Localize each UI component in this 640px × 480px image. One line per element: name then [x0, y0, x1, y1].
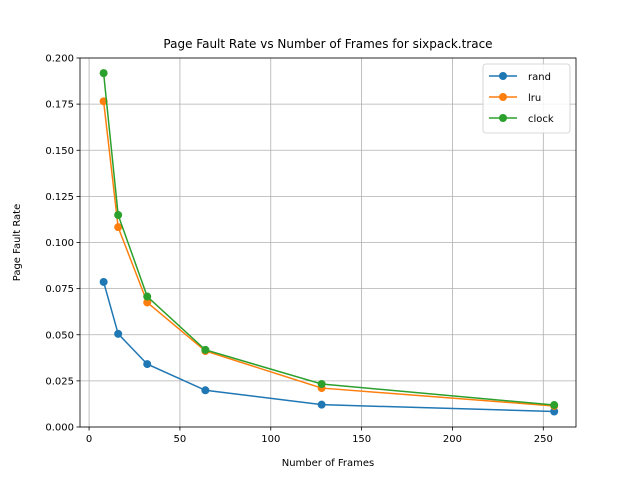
ticks: 0 50 100 150 200 250 0.000 0.025 0.050 0.075 0.100…	[45, 54, 552, 446]
legend-label: rand	[528, 72, 551, 83]
y-tick-label: 0.025	[45, 376, 74, 387]
series-line-clock	[102, 73, 555, 406]
data-point-rand	[317, 400, 326, 409]
y-tick-label: 0.150	[45, 146, 74, 157]
series-rand	[99, 277, 559, 416]
legend-label: clock	[528, 114, 554, 125]
data-point-clock	[143, 292, 152, 301]
y-tick-label: 0.125	[45, 192, 74, 203]
data-point-clock	[99, 69, 108, 78]
y-tick-label: 0.200	[45, 54, 74, 65]
legend-item-rand: rand	[489, 72, 551, 83]
data-point-rand	[114, 329, 123, 338]
legend-item-lru: lru	[489, 93, 541, 104]
y-axis-label: Page Fault Rate	[12, 204, 23, 282]
data-point-clock	[550, 401, 559, 410]
data-point-clock	[201, 345, 210, 354]
data-point-lru	[143, 298, 152, 307]
data-point-rand	[143, 360, 152, 369]
legend-box	[482, 63, 571, 134]
legend-swatch-marker	[499, 93, 507, 101]
x-tick-label: 200	[443, 434, 462, 445]
data-point-clock	[317, 380, 326, 389]
x-axis-label: Number of Frames	[282, 458, 375, 469]
series-line-lru	[102, 101, 555, 407]
legend: rand lru clock	[482, 63, 571, 134]
data-point-rand	[550, 407, 559, 416]
series-clock	[99, 69, 559, 410]
legend-swatch-marker	[499, 72, 507, 80]
series-line-rand	[102, 281, 555, 413]
data-point-rand	[201, 386, 210, 395]
y-tick-label: 0.050	[45, 330, 74, 341]
x-tick-label: 0	[86, 434, 92, 445]
x-tick-label: 50	[174, 434, 187, 445]
legend-item-clock: clock	[489, 114, 554, 125]
y-tick-label: 0.000	[45, 423, 74, 434]
data-point-rand	[99, 277, 108, 286]
data-point-clock	[114, 211, 123, 220]
y-tick-label: 0.175	[45, 100, 74, 111]
y-tick-label: 0.075	[45, 284, 74, 295]
x-tick-label: 100	[261, 434, 280, 445]
x-tick-label: 250	[534, 434, 553, 445]
series-layer	[99, 69, 559, 416]
y-tick-label: 0.100	[45, 238, 74, 249]
legend-swatch-marker	[499, 114, 507, 122]
x-tick-label: 150	[352, 434, 371, 445]
data-point-lru	[114, 223, 123, 232]
legend-label: lru	[528, 93, 541, 104]
chart-title: Page Fault Rate vs Number of Frames for …	[163, 37, 492, 51]
